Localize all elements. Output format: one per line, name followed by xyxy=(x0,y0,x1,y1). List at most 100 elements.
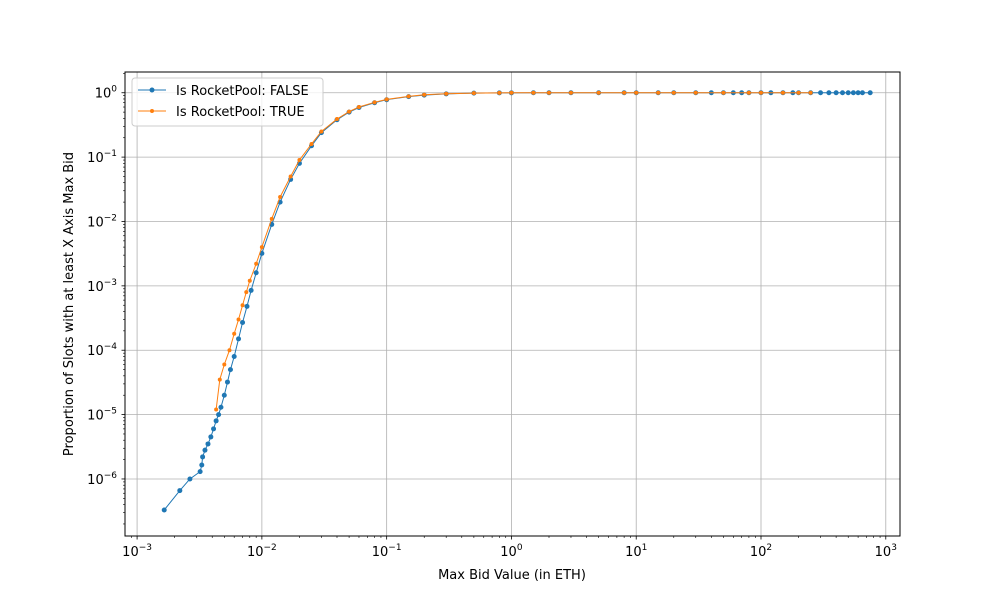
x-tick-label-exponent: 1 xyxy=(642,543,648,553)
x-tick-label-base: 10 xyxy=(122,545,139,560)
x-tick-label: 102 xyxy=(750,543,772,560)
x-tick-label: 100 xyxy=(500,543,523,560)
data-point xyxy=(634,90,639,95)
data-point xyxy=(444,91,449,96)
data-point xyxy=(796,90,801,95)
data-point xyxy=(372,100,377,105)
y-tick-label: 10−5 xyxy=(87,407,117,424)
data-point xyxy=(596,90,601,95)
series-layer xyxy=(161,90,873,513)
data-point xyxy=(278,195,283,200)
data-point xyxy=(199,462,205,468)
data-point xyxy=(859,90,865,96)
data-point xyxy=(244,303,250,309)
x-tick-label: 10−1 xyxy=(372,543,402,560)
y-tick-label: 10−4 xyxy=(87,342,117,359)
legend: Is RocketPool: FALSE Is RocketPool: TRUE xyxy=(131,77,324,127)
x-tick-label-base: 10 xyxy=(500,545,517,560)
y-tick-label-exponent: −2 xyxy=(104,213,117,223)
grid xyxy=(125,72,900,536)
data-point xyxy=(297,158,302,163)
y-tick-label-base: 10 xyxy=(87,280,104,295)
data-point xyxy=(213,418,219,424)
y-tick-label-base: 10 xyxy=(87,409,104,424)
y-tick-label-base: 10 xyxy=(95,87,112,102)
data-point xyxy=(622,90,627,95)
data-point xyxy=(248,287,254,293)
data-point xyxy=(406,94,411,99)
data-point xyxy=(187,476,193,482)
data-point xyxy=(240,319,246,325)
data-point xyxy=(177,488,183,494)
x-tick-label-exponent: 0 xyxy=(517,543,523,553)
data-point xyxy=(531,90,536,95)
data-point xyxy=(759,90,763,95)
data-point xyxy=(826,90,832,96)
data-point xyxy=(547,90,551,95)
y-tick-label-base: 10 xyxy=(87,473,104,488)
data-point xyxy=(269,216,274,221)
plot-frame xyxy=(124,71,901,537)
x-tick-label-exponent: 2 xyxy=(766,543,772,553)
x-axis-label: Max Bid Value (in ETH) xyxy=(438,568,586,583)
y-tick-label: 10−2 xyxy=(87,213,117,230)
tick-labels: 10−3 10−2 10−1 100 101 102 10310−610−510−410−3… xyxy=(87,85,897,560)
data-point xyxy=(335,117,339,122)
data-point xyxy=(236,317,241,322)
y-tick-label-exponent: −5 xyxy=(104,407,117,417)
data-point xyxy=(422,92,427,97)
data-point xyxy=(818,90,824,96)
data-point xyxy=(200,454,206,460)
data-point xyxy=(253,270,259,276)
data-point xyxy=(232,331,237,336)
data-point xyxy=(236,336,242,342)
data-point xyxy=(227,348,232,353)
data-point xyxy=(205,441,211,447)
y-tick-label-exponent: −4 xyxy=(104,342,118,352)
x-tick-label-exponent: 3 xyxy=(891,543,897,553)
x-tick-label: 101 xyxy=(625,543,647,560)
data-point xyxy=(218,404,224,410)
data-point xyxy=(356,105,361,110)
data-point xyxy=(244,290,249,295)
x-tick-label: 103 xyxy=(875,543,897,560)
legend-label-false: Is RocketPool: FALSE xyxy=(176,84,309,99)
data-point xyxy=(693,90,698,95)
data-point xyxy=(214,407,219,412)
y-axis-label: Proportion of Slots with at least X Axis… xyxy=(62,152,77,456)
legend-marker-false xyxy=(149,87,155,93)
x-tick-label-base: 10 xyxy=(372,545,389,560)
data-point xyxy=(721,90,726,95)
data-point xyxy=(161,507,167,513)
y-tick-label-exponent: 0 xyxy=(111,85,117,95)
data-point xyxy=(319,129,324,134)
y-tick-label: 10−6 xyxy=(87,471,117,488)
y-tick-label: 100 xyxy=(95,85,118,102)
x-tick-label-exponent: −3 xyxy=(139,543,152,553)
y-tick-label-base: 10 xyxy=(87,344,104,359)
data-point xyxy=(309,141,314,146)
data-point xyxy=(845,90,851,96)
data-point xyxy=(780,90,785,95)
data-point xyxy=(867,90,873,96)
data-point xyxy=(221,392,227,398)
data-point xyxy=(259,245,264,250)
legend-frame xyxy=(131,77,324,127)
data-point xyxy=(254,261,259,266)
plot-area xyxy=(125,72,900,536)
data-point xyxy=(833,90,839,96)
legend-marker-true xyxy=(150,109,154,113)
data-point xyxy=(222,362,227,367)
data-point xyxy=(197,469,203,475)
data-point xyxy=(568,90,573,95)
y-tick-label-exponent: −6 xyxy=(104,471,118,481)
data-point xyxy=(217,377,222,382)
data-point xyxy=(216,412,222,418)
data-point xyxy=(471,91,476,96)
x-tick-label-base: 10 xyxy=(875,545,892,560)
data-point xyxy=(347,109,352,114)
data-point xyxy=(656,90,661,95)
y-tick-label-exponent: −1 xyxy=(104,149,117,159)
x-tick-label-exponent: −1 xyxy=(388,543,401,553)
